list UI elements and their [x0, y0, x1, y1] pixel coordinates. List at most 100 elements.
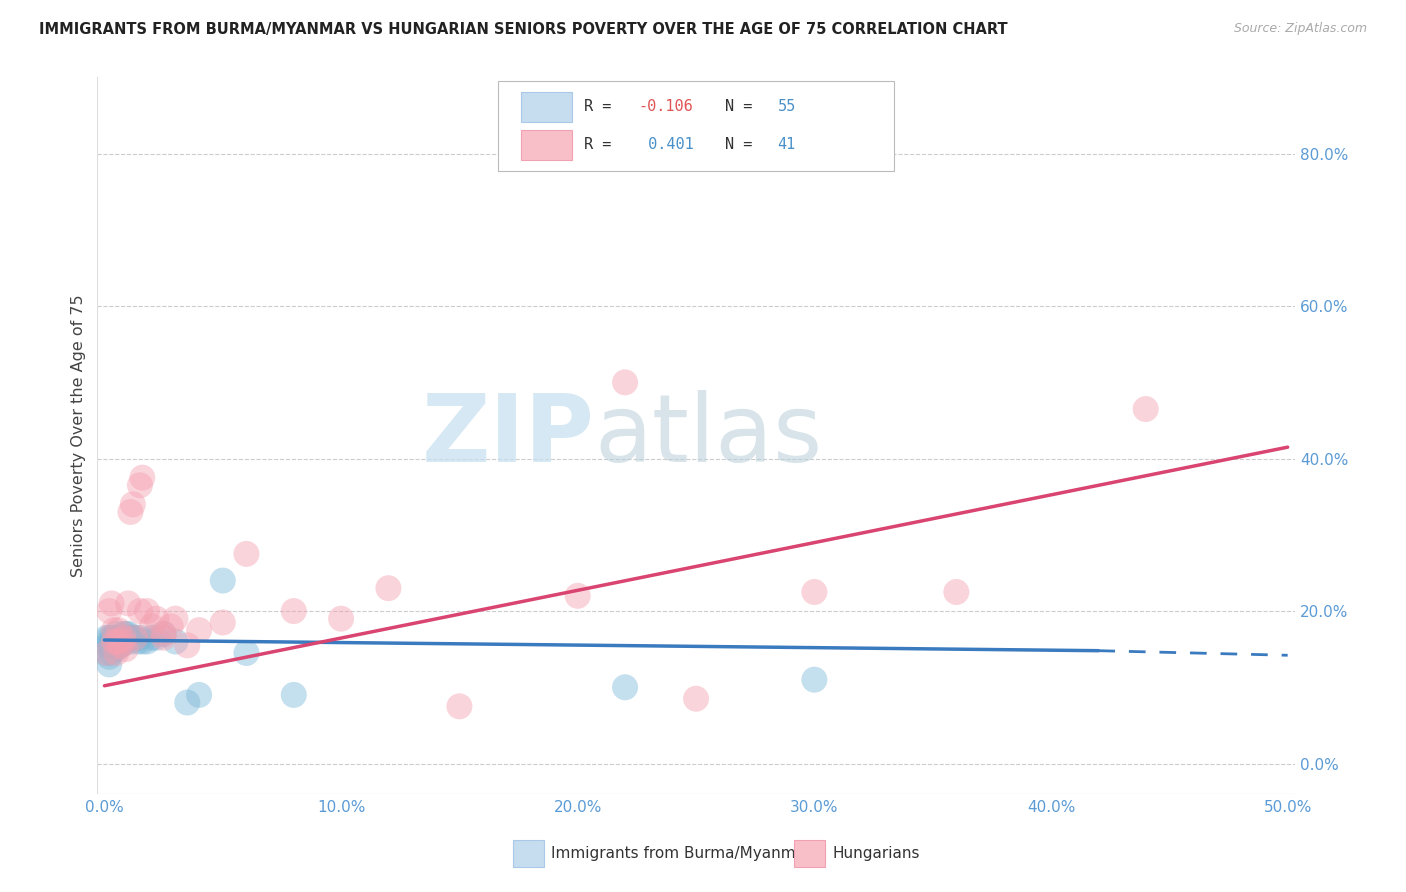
- Point: [105, 642, 128, 657]
- Point: [107, 634, 129, 648]
- Point: [96, 646, 118, 660]
- Point: [1135, 402, 1157, 417]
- Text: atlas: atlas: [595, 390, 823, 482]
- Point: [110, 638, 132, 652]
- Text: R =: R =: [583, 137, 610, 153]
- Point: [152, 627, 174, 641]
- Text: Immigrants from Burma/Myanmar: Immigrants from Burma/Myanmar: [551, 847, 811, 861]
- Point: [103, 638, 125, 652]
- Text: N =: N =: [725, 99, 752, 114]
- Point: [114, 631, 136, 645]
- Point: [105, 646, 128, 660]
- Point: [96, 631, 118, 645]
- Point: [129, 478, 152, 492]
- Point: [129, 604, 152, 618]
- Point: [110, 631, 132, 645]
- Point: [449, 699, 471, 714]
- Text: 55: 55: [778, 99, 796, 114]
- Point: [235, 646, 257, 660]
- Point: [141, 631, 163, 645]
- Point: [98, 638, 121, 652]
- Point: [112, 634, 135, 648]
- Text: Source: ZipAtlas.com: Source: ZipAtlas.com: [1233, 22, 1367, 36]
- Text: 0.401: 0.401: [638, 137, 693, 153]
- FancyBboxPatch shape: [522, 92, 571, 122]
- Point: [159, 619, 181, 633]
- Point: [114, 627, 136, 641]
- Point: [96, 638, 118, 652]
- Point: [131, 470, 153, 484]
- Point: [107, 634, 129, 648]
- Point: [107, 631, 129, 645]
- Text: R =: R =: [583, 99, 610, 114]
- Point: [141, 619, 163, 633]
- Point: [105, 627, 128, 641]
- Point: [152, 627, 174, 641]
- Point: [117, 631, 139, 645]
- Point: [165, 634, 187, 648]
- Point: [103, 638, 125, 652]
- Point: [121, 497, 143, 511]
- Point: [103, 642, 125, 657]
- Point: [131, 634, 153, 648]
- Point: [98, 631, 121, 645]
- Point: [98, 657, 121, 672]
- Point: [110, 638, 132, 652]
- Point: [377, 581, 399, 595]
- Point: [107, 623, 129, 637]
- Point: [105, 634, 128, 648]
- Point: [103, 631, 125, 645]
- Point: [614, 376, 637, 390]
- Point: [176, 696, 198, 710]
- Point: [136, 634, 159, 648]
- Point: [803, 585, 825, 599]
- Point: [117, 596, 139, 610]
- Text: Hungarians: Hungarians: [832, 847, 920, 861]
- Point: [945, 585, 967, 599]
- Point: [112, 634, 135, 648]
- Text: ZIP: ZIP: [422, 390, 595, 482]
- Point: [188, 623, 211, 637]
- Point: [127, 634, 149, 648]
- Point: [330, 612, 353, 626]
- Point: [96, 646, 118, 660]
- Text: IMMIGRANTS FROM BURMA/MYANMAR VS HUNGARIAN SENIORS POVERTY OVER THE AGE OF 75 CO: IMMIGRANTS FROM BURMA/MYANMAR VS HUNGARI…: [39, 22, 1008, 37]
- Point: [114, 642, 136, 657]
- FancyBboxPatch shape: [499, 81, 894, 170]
- Point: [105, 634, 128, 648]
- Point: [112, 631, 135, 645]
- Point: [100, 631, 122, 645]
- Point: [121, 631, 143, 645]
- Point: [100, 634, 122, 648]
- Point: [803, 673, 825, 687]
- Point: [283, 688, 305, 702]
- Point: [112, 631, 135, 645]
- Point: [107, 638, 129, 652]
- Point: [112, 627, 135, 641]
- Point: [120, 634, 142, 648]
- Point: [100, 646, 122, 660]
- Point: [107, 638, 129, 652]
- Point: [129, 631, 152, 645]
- Point: [100, 638, 122, 652]
- Point: [105, 638, 128, 652]
- Text: 41: 41: [778, 137, 796, 153]
- Point: [120, 505, 142, 519]
- Point: [235, 547, 257, 561]
- Point: [98, 604, 121, 618]
- Point: [614, 680, 637, 694]
- Text: N =: N =: [725, 137, 752, 153]
- Point: [685, 691, 707, 706]
- Point: [103, 623, 125, 637]
- Point: [114, 634, 136, 648]
- Point: [145, 631, 167, 645]
- Point: [188, 688, 211, 702]
- Point: [124, 631, 146, 645]
- Point: [98, 649, 121, 664]
- Point: [110, 634, 132, 648]
- Point: [105, 631, 128, 645]
- FancyBboxPatch shape: [522, 129, 571, 160]
- Point: [100, 596, 122, 610]
- Point: [152, 631, 174, 645]
- Point: [103, 634, 125, 648]
